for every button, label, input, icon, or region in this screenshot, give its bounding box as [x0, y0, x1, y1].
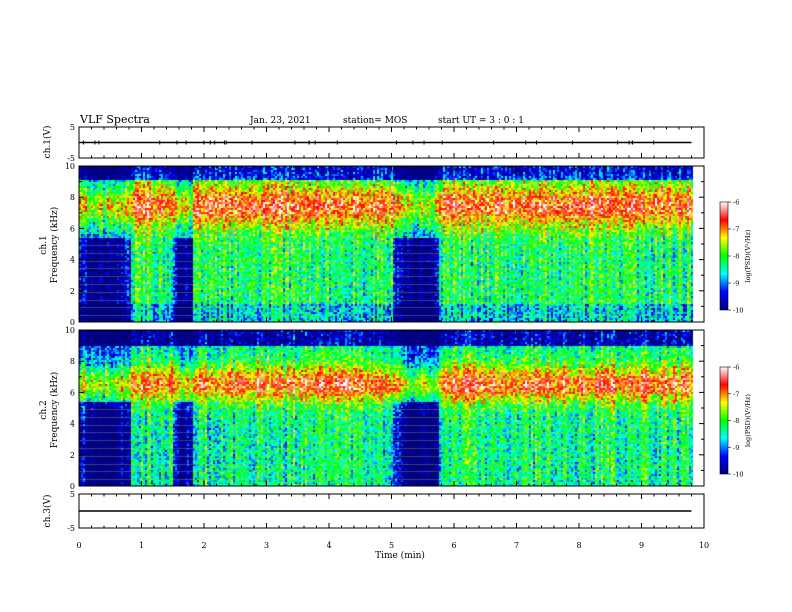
x-tick-label: 7	[514, 541, 519, 550]
y-tick-label: 2	[70, 287, 75, 296]
ch2-frequency-ylabel: Frequency (kHz)	[49, 372, 60, 449]
station-label: station= MOS	[343, 116, 407, 126]
ch3-voltage-ylabel: ch.3(V)	[42, 495, 53, 528]
spectrogram-image	[79, 330, 704, 486]
y-tick-label: 8	[70, 193, 75, 202]
ch1-frequency-ylabel: Frequency (kHz)	[49, 207, 60, 284]
x-axis-ticks: 0 1 2 3 4 5 6 7 8 9 10	[76, 541, 709, 550]
x-tick-label: 5	[389, 541, 394, 550]
colorbar-tick-label: -6	[733, 364, 739, 372]
colorbar-label: log(PSD)(V²/Hz)	[744, 229, 752, 282]
y-tick-label: 4	[70, 420, 75, 429]
ch2-channel-ylabel: ch.2	[39, 400, 49, 419]
y-tick-label: 5	[70, 123, 75, 132]
colorbars: -6 -7 -8 -9 -10 log(PSD)(V²/Hz) -6 -7 -8 -9 -10 log…	[719, 199, 752, 479]
y-tick-label: -5	[67, 524, 75, 533]
y-tick-label: 10	[65, 326, 75, 335]
x-tick-label: 3	[264, 541, 269, 550]
y-tick-label: 5	[70, 490, 75, 499]
colorbar-tick-label: -10	[733, 307, 743, 315]
colorbar-tick-label: -7	[733, 226, 739, 234]
x-tick-label: 6	[451, 541, 456, 550]
y-tick-label: 6	[70, 388, 75, 397]
spectrogram-image	[79, 166, 704, 322]
x-tick-label: 0	[76, 541, 81, 550]
colorbar-tick-label: -7	[733, 390, 739, 398]
y-tick-label: -5	[67, 154, 75, 163]
colorbar-tick-label: -9	[733, 280, 739, 288]
x-tick-label: 2	[201, 541, 206, 550]
y-tick-label: 0	[70, 318, 75, 327]
x-tick-label: 1	[139, 541, 144, 550]
start-time-label: start UT = 3 : 0 : 1	[438, 116, 524, 126]
ch1-channel-ylabel: ch.1	[39, 235, 49, 254]
colorbar-label: log(PSD)(V²/Hz)	[744, 394, 752, 447]
ch2-spectrogram-panel: 0 2 4 6 8 10	[65, 326, 705, 491]
x-tick-label: 4	[326, 541, 331, 550]
x-tick-label: 8	[576, 541, 581, 550]
y-tick-label: 10	[65, 162, 75, 171]
ch1-spectrogram-panel: 0 2 4 6 8 10	[65, 162, 705, 327]
y-tick-label: 6	[70, 224, 75, 233]
ch1-voltage-ylabel: ch.1(V)	[42, 126, 53, 159]
chart-title: VLF Spectra	[79, 113, 150, 126]
colorbar-tick-label: -6	[733, 199, 739, 207]
colorbar-tick-label: -8	[733, 253, 739, 261]
colorbar	[719, 366, 729, 475]
ch3-voltage-panel: 5 -5	[67, 490, 705, 533]
y-tick-label: 4	[70, 256, 75, 265]
x-tick-label: 10	[699, 541, 709, 550]
colorbar-tick-label: -10	[733, 471, 743, 479]
x-tick-label: 9	[639, 541, 644, 550]
ch1-voltage-panel: 5 -5	[67, 123, 705, 163]
y-tick-label: 8	[70, 357, 75, 366]
date-label: Jan. 23, 2021	[249, 116, 311, 126]
colorbar-tick-label: -8	[733, 417, 739, 425]
colorbar	[719, 201, 729, 311]
y-tick-label: 0	[70, 482, 75, 491]
y-tick-label: 2	[70, 451, 75, 460]
colorbar-tick-label: -9	[733, 444, 739, 452]
x-axis-label: Time (min)	[375, 550, 425, 561]
